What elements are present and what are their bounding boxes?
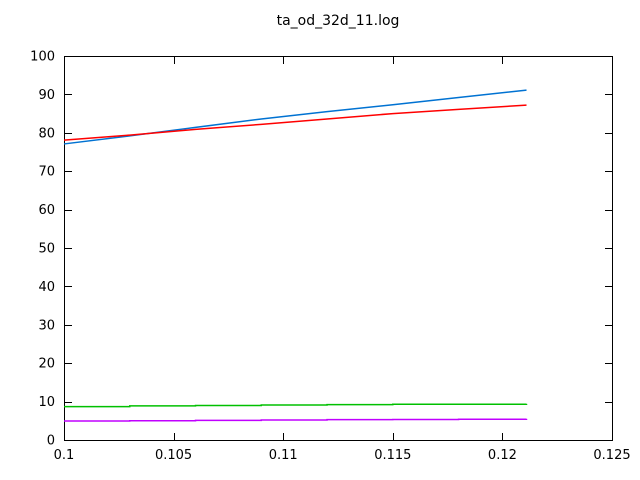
series-green-line — [64, 403, 528, 408]
x-tick-label: 0.12 — [488, 448, 517, 463]
x-tick-label: 0.1 — [54, 448, 75, 463]
y-tick-label: 50 — [38, 242, 55, 257]
y-tick-label: 70 — [38, 165, 55, 180]
series-red-line — [63, 104, 527, 141]
plot-border — [64, 56, 613, 441]
y-tick-label: 0 — [47, 434, 55, 449]
y-tick-label: 60 — [38, 203, 55, 218]
series-magenta-line — [64, 418, 528, 422]
x-tick-label: 0.11 — [269, 448, 298, 463]
y-tick-label: 10 — [38, 395, 55, 410]
x-tick-label: 0.115 — [374, 448, 411, 463]
y-tick-label: 90 — [38, 88, 55, 103]
y-tick-label: 20 — [38, 357, 55, 372]
x-tick-label: 0.125 — [593, 448, 630, 463]
y-tick-label: 40 — [38, 280, 55, 295]
y-tick-label: 30 — [38, 318, 55, 333]
series-blue-line — [63, 89, 527, 145]
plot-title: ta_od_32d_11.log — [276, 13, 400, 29]
y-tick-label: 100 — [30, 50, 55, 65]
x-tick-label: 0.105 — [155, 448, 192, 463]
y-tick-label: 80 — [38, 126, 55, 141]
